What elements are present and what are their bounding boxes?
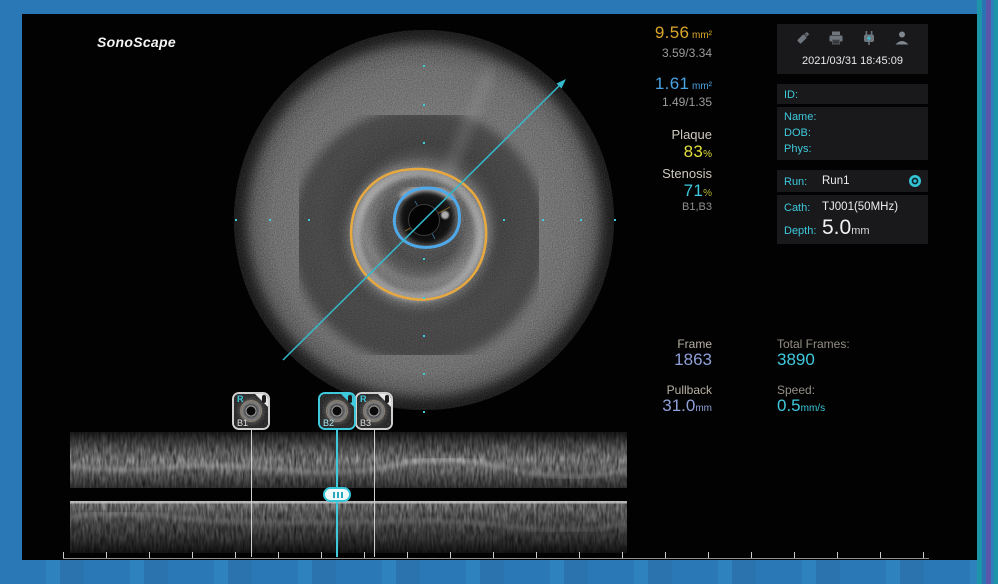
plaque-label: Plaque — [671, 127, 712, 142]
bookmark-label: B1 — [237, 418, 249, 428]
lumen-contour — [392, 186, 461, 249]
lumen-area-value: 1.61 mm² — [654, 74, 712, 93]
run-value: Run1 — [822, 175, 850, 187]
brand-logo: SonoScape — [97, 34, 176, 50]
bookmark-tag-icon — [348, 395, 352, 403]
bookmark-thumbnail-b1[interactable]: R B1 — [232, 392, 270, 430]
power-icon[interactable] — [859, 29, 879, 47]
printer-icon[interactable] — [826, 29, 846, 47]
speed-label: Speed: — [777, 383, 816, 397]
longitudinal-view-lower[interactable] — [69, 501, 628, 553]
pullback-ruler — [63, 551, 929, 559]
bookmark-b3-marker-line — [374, 430, 375, 557]
measurement-arrow-line — [282, 79, 566, 361]
cath-value: TJ001(50MHz) — [822, 201, 899, 213]
ivus-cross-section-image — [234, 30, 616, 413]
usb-icon[interactable] — [793, 29, 813, 47]
cath-label: Cath: — [784, 202, 811, 214]
id-label: ID: — [784, 89, 799, 101]
longitudinal-view-upper[interactable] — [69, 432, 628, 488]
measurement-readouts: 9.56 mm² 3.59/3.34 1.61 mm² 1.49/1.35 Pl… — [542, 14, 712, 229]
user-icon[interactable] — [892, 29, 912, 47]
frame-slider-handle[interactable] — [323, 487, 351, 502]
bookmark-r-flag: R — [360, 394, 367, 404]
patient-info-panel: Name: DOB: Phys: — [777, 107, 928, 160]
name-label: Name: — [784, 111, 817, 123]
catheter-depth-panel: Cath: TJ001(50MHz) Depth: 5.0mm — [777, 195, 928, 244]
bookmark-b1-marker-line — [251, 430, 252, 557]
plaque-value: 83% — [683, 142, 712, 161]
depth-value: 5.0mm — [822, 216, 870, 239]
total-frames-label: Total Frames: — [777, 337, 850, 351]
run-selector-row[interactable]: Run: Run1 — [777, 170, 928, 192]
dob-label: DOB: — [784, 127, 811, 139]
run-label: Run: — [784, 176, 808, 188]
scale-tick-dots — [235, 65, 616, 413]
frame-label: Frame — [677, 337, 712, 351]
eem-area-value: 9.56 mm² — [654, 23, 712, 42]
phys-label: Phys: — [784, 143, 812, 155]
bookmark-tag-icon — [262, 395, 266, 403]
bezel-bottom — [0, 560, 998, 584]
bookmark-r-flag: R — [237, 394, 244, 404]
stenosis-label: Stenosis — [662, 166, 712, 181]
speed-value: 0.5mm/s — [777, 396, 826, 415]
lumen-diameters: 1.49/1.35 — [661, 95, 712, 109]
stenosis-value: 71% — [683, 181, 712, 200]
patient-id-panel: ID: — [777, 84, 928, 104]
bookmark-label: B2 — [323, 418, 335, 428]
main-display: SonoScape — [22, 14, 977, 560]
bookmark-tag-icon — [385, 395, 389, 403]
pullback-label: Pullback — [666, 383, 712, 397]
pullback-value: 31.0mm — [662, 396, 712, 415]
frame-value: 1863 — [674, 350, 712, 369]
datetime-display: 2021/03/31 18:45:09 — [802, 55, 903, 67]
status-panel: 2021/03/31 18:45:09 — [777, 24, 928, 74]
bookmark-thumbnail-b3[interactable]: R B3 — [355, 392, 393, 430]
depth-label: Depth: — [784, 225, 817, 237]
stenosis-reference-bookmarks: B1,B3 — [682, 201, 712, 213]
bookmark-thumbnail-b2[interactable]: B2 — [318, 392, 356, 430]
eem-diameters: 3.59/3.34 — [661, 46, 712, 60]
eem-contour — [349, 167, 488, 301]
bookmark-label: B3 — [360, 418, 372, 428]
bezel-stripes — [977, 0, 998, 584]
run-info-icon[interactable] — [908, 174, 922, 188]
total-frames-value: 3890 — [777, 350, 815, 369]
